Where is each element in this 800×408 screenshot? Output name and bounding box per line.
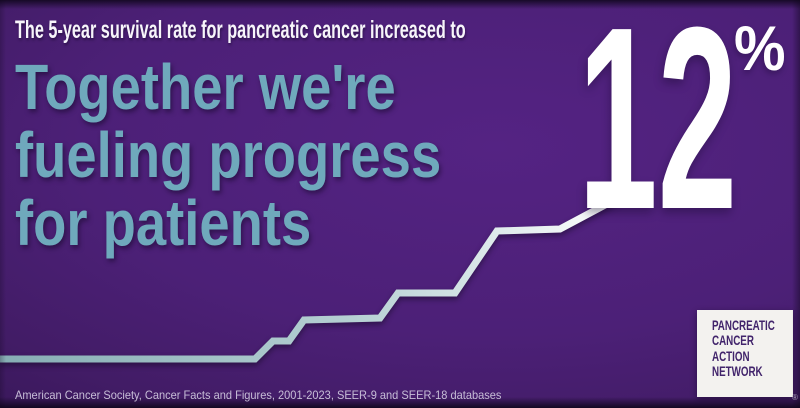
headline-line-1: Together we're bbox=[15, 51, 396, 123]
stat-value-12: 12 bbox=[577, 0, 737, 264]
logo-line-cancer: CANCER bbox=[712, 332, 754, 349]
logo-wordmark: PANCREATIC CANCER ACTION NETWORK bbox=[712, 317, 775, 380]
source-citation: American Cancer Society, Cancer Facts an… bbox=[15, 388, 502, 402]
intro-statement: The 5-year survival rate for pancreatic … bbox=[15, 16, 466, 44]
step-line bbox=[0, 193, 622, 363]
headline: Together we're fueling progress for pati… bbox=[15, 53, 441, 257]
registered-trademark-mark: ® bbox=[792, 393, 798, 402]
logo-line-action: ACTION bbox=[712, 347, 750, 364]
headline-line-2: fueling progress bbox=[15, 119, 442, 191]
pancan-logo: PANCREATIC CANCER ACTION NETWORK bbox=[697, 310, 793, 397]
logo-line-network: NETWORK bbox=[712, 363, 763, 380]
stat-unit-percent: % bbox=[734, 14, 786, 84]
headline-line-3: for patients bbox=[15, 187, 312, 259]
logo-line-pancreatic: PANCREATIC bbox=[712, 317, 775, 333]
